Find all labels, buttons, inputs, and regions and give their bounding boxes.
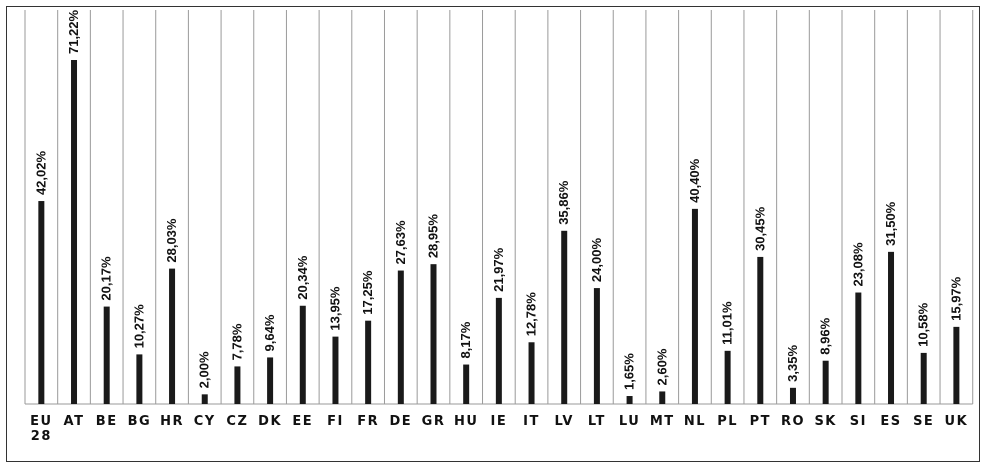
value-label: 23,08%: [850, 242, 865, 287]
value-label: 71,22%: [66, 9, 81, 54]
category-label: PT: [750, 414, 771, 429]
value-label: 13,95%: [327, 286, 342, 331]
value-label: 2,60%: [654, 348, 669, 385]
category-label: AT: [64, 414, 85, 429]
value-label: 28,03%: [164, 218, 179, 263]
category-label: IE: [491, 414, 508, 429]
bar-pl: [724, 350, 731, 404]
category-label: SK: [814, 414, 836, 429]
bar-cy: [201, 394, 208, 404]
chart-frame: [6, 6, 980, 462]
category-label: ES: [880, 414, 901, 429]
bar-it: [528, 342, 535, 404]
value-label: 12,78%: [524, 292, 539, 337]
value-label: 27,63%: [393, 220, 408, 265]
category-label: SI: [850, 414, 867, 429]
bar-lt: [593, 288, 600, 404]
category-label: FI: [327, 414, 344, 429]
value-label: 31,50%: [883, 201, 898, 246]
value-label: 28,95%: [426, 214, 441, 259]
value-label: 2,00%: [197, 351, 212, 388]
value-label: 3,35%: [785, 345, 800, 382]
grid-lines: [24, 10, 974, 405]
category-label: HR: [160, 414, 184, 429]
category-label: DE: [389, 414, 412, 429]
bar-fr: [365, 320, 372, 404]
value-label: 1,65%: [622, 353, 637, 390]
bar-be: [103, 306, 110, 404]
category-label: LU: [619, 414, 640, 429]
category-label: EE: [292, 414, 313, 429]
value-label: 17,25%: [360, 270, 375, 315]
value-label: 8,17%: [458, 321, 473, 358]
bar-es: [888, 251, 895, 404]
bar-gr: [430, 264, 437, 404]
bar-hr: [169, 268, 176, 404]
value-label: 15,97%: [948, 276, 963, 321]
value-label: 30,45%: [752, 206, 767, 251]
value-label: 10,27%: [131, 304, 146, 349]
value-labels: 42,02% 71,22% 20,17% 10,27% 28,03% 2,00% 7,78%…: [33, 9, 963, 390]
value-label: 7,78%: [229, 323, 244, 360]
bar-bg: [136, 354, 143, 404]
category-label: NL: [684, 414, 706, 429]
bars: [38, 60, 960, 405]
bar-hu: [463, 364, 470, 404]
category-label: 28: [31, 429, 52, 444]
category-label: CY: [194, 414, 216, 429]
category-label: HU: [454, 414, 478, 429]
value-label: 24,00%: [589, 238, 604, 283]
bar-ie: [495, 297, 502, 404]
bar-de: [397, 270, 404, 404]
category-label: DK: [258, 414, 282, 429]
bar-pt: [757, 256, 764, 404]
bar-ee: [299, 305, 306, 404]
value-label: 20,17%: [99, 256, 114, 301]
bar-eu-28: [38, 201, 45, 404]
bar-uk: [953, 326, 960, 404]
bar-nl: [691, 208, 698, 404]
bar-se: [920, 352, 927, 404]
value-label: 8,96%: [818, 317, 833, 354]
category-label: PL: [717, 414, 738, 429]
bar-lv: [561, 230, 568, 404]
category-label: CZ: [226, 414, 248, 429]
bar-dk: [267, 357, 274, 404]
value-label: 11,01%: [720, 301, 735, 345]
category-label: MT: [650, 414, 675, 429]
bar-mt: [659, 391, 666, 404]
category-label: EU: [30, 414, 52, 429]
category-label: LT: [588, 414, 606, 429]
value-label: 9,64%: [262, 314, 277, 351]
category-label: RO: [781, 414, 805, 429]
value-label: 35,86%: [556, 180, 571, 225]
bar-ro: [789, 387, 796, 404]
bar-si: [855, 292, 862, 404]
bar-lu: [626, 396, 633, 404]
value-label: 21,97%: [491, 247, 506, 292]
value-label: 10,58%: [916, 302, 931, 347]
category-label: GR: [422, 414, 446, 429]
category-label: LV: [554, 414, 574, 429]
bar-sk: [822, 360, 829, 404]
value-label: 20,34%: [295, 255, 310, 300]
category-label: BE: [96, 414, 118, 429]
category-label: SE: [913, 414, 934, 429]
bar-at: [71, 60, 78, 405]
category-label: BG: [128, 414, 152, 429]
category-label: UK: [945, 414, 969, 429]
bar-cz: [234, 366, 241, 404]
category-label: FR: [357, 414, 379, 429]
value-label: 42,02%: [33, 151, 48, 196]
bar-fi: [332, 336, 339, 404]
category-label: IT: [523, 414, 540, 429]
value-label: 40,40%: [687, 158, 702, 203]
